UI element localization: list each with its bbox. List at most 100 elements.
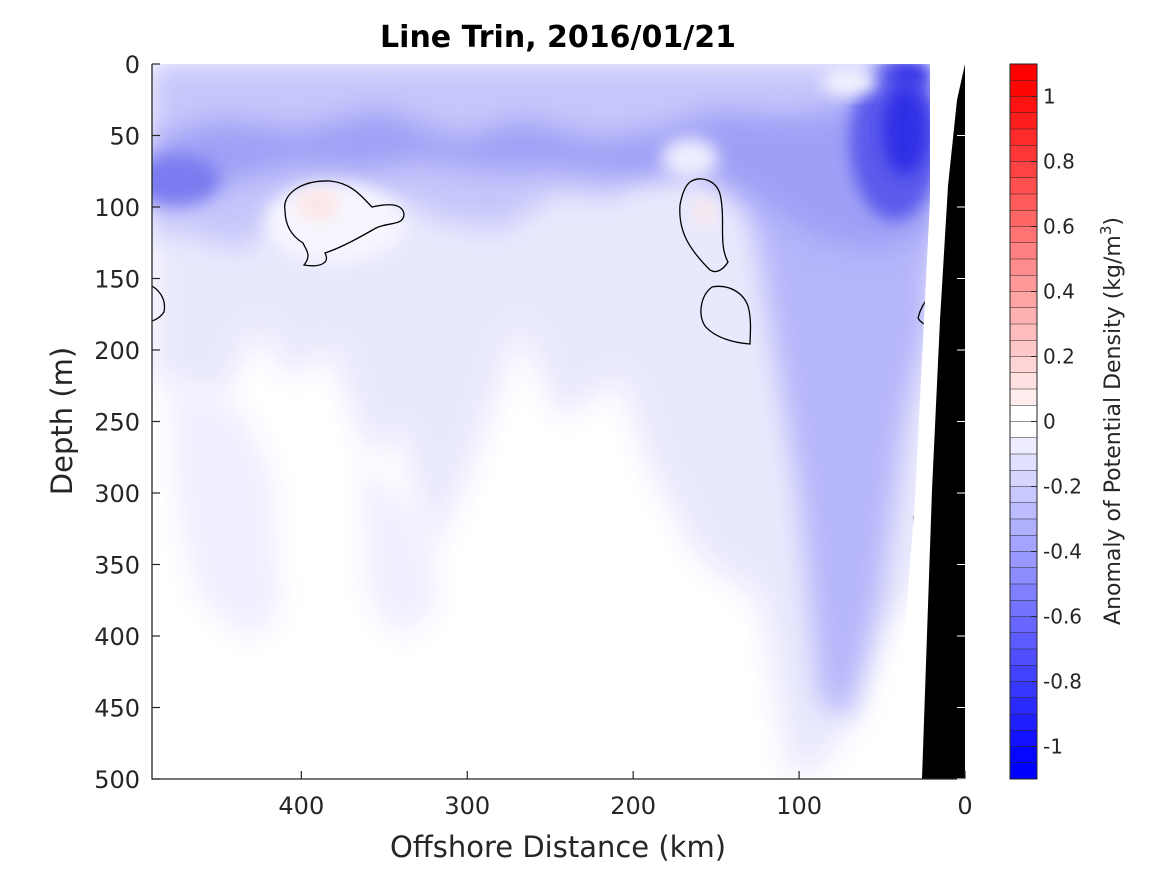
colorbar-swatches — [1010, 63, 1037, 780]
colorbar-swatch — [1010, 96, 1037, 114]
zero-contour-mid-eddy-lower — [700, 285, 752, 345]
y-axis-label: Depth (m) — [45, 347, 79, 495]
x-tick-label: 400 — [278, 792, 324, 820]
colorbar-swatch — [1010, 80, 1037, 97]
x-axis: 400 300 200 100 0 — [278, 771, 973, 820]
colorbar-tick-label: 1 — [1043, 85, 1056, 109]
plot-area — [152, 64, 965, 779]
colorbar-swatch — [1010, 324, 1037, 341]
colorbar-swatch — [1010, 242, 1037, 260]
colorbar-swatch — [1010, 226, 1037, 244]
colorbar-label-end: ) — [1101, 217, 1126, 226]
x-tick-label: 200 — [610, 792, 656, 820]
y-tick-label: 0 — [125, 51, 140, 79]
colorbar-swatch — [1010, 437, 1037, 455]
x-tick-label: 0 — [957, 792, 972, 820]
anomaly-region-deep-west — [170, 380, 280, 640]
colorbar-swatch — [1010, 405, 1037, 422]
colorbar-swatch — [1010, 535, 1037, 552]
colorbar-swatch — [1010, 519, 1037, 536]
colorbar-swatch — [1010, 112, 1037, 130]
colorbar-label: Anomaly of Potential Density (kg/m3) — [1097, 217, 1126, 625]
colorbar-swatch — [1010, 307, 1037, 325]
colorbar-swatch — [1010, 762, 1037, 780]
zero-contour-mid-eddy-upper — [679, 178, 729, 273]
colorbar-swatch — [1010, 470, 1037, 487]
chart-title: Line Trin, 2016/01/21 — [380, 20, 736, 55]
zero-contour-west-eddy — [284, 180, 405, 267]
colorbar-swatch — [1010, 502, 1037, 520]
colorbar-label-main: Anomaly of Potential Density (kg/m — [1101, 235, 1126, 625]
anomaly-gap-mid-upper — [662, 138, 718, 178]
y-tick-label: 450 — [94, 695, 140, 723]
colorbar-swatch — [1010, 600, 1037, 617]
zero-contour-west-edge — [152, 285, 166, 322]
colorbar-tick-label: 0.2 — [1043, 345, 1075, 369]
anomaly-core-coastal-surface — [892, 64, 932, 86]
y-tick-label: 200 — [94, 337, 140, 365]
eddy-positive-west — [296, 189, 340, 221]
colorbar-swatch — [1010, 340, 1037, 357]
colorbar-swatch — [1010, 616, 1037, 634]
x-tick-label: 100 — [776, 792, 822, 820]
colorbar-swatch — [1010, 389, 1037, 406]
colorbar-swatch — [1010, 649, 1037, 666]
y-tick-label: 300 — [94, 480, 140, 508]
colorbar-swatch — [1010, 194, 1037, 211]
anomaly-gap-surface — [822, 68, 878, 96]
colorbar-tick-label: -0.2 — [1043, 475, 1082, 499]
colorbar-swatch — [1010, 275, 1037, 292]
colorbar-swatch — [1010, 291, 1037, 309]
colorbar-swatch — [1010, 129, 1037, 146]
colorbar-swatch — [1010, 551, 1037, 569]
colorbar-swatch — [1010, 681, 1037, 699]
colorbar-swatch — [1010, 632, 1037, 650]
colorbar-swatch — [1010, 145, 1037, 162]
colorbar-tick-label: 0.6 — [1043, 215, 1075, 239]
colorbar-swatch — [1010, 665, 1037, 682]
colorbar-swatch — [1010, 697, 1037, 715]
anomaly-core-nearshore-inner — [883, 85, 927, 175]
colorbar-swatch — [1010, 356, 1037, 374]
colorbar-swatch — [1010, 161, 1037, 179]
colorbar-swatch — [1010, 210, 1037, 227]
y-tick-label: 100 — [94, 194, 140, 222]
x-tick-label: 300 — [444, 792, 490, 820]
y-tick-label: 350 — [94, 552, 140, 580]
colorbar-swatch — [1010, 421, 1037, 439]
colorbar-swatch — [1010, 177, 1037, 195]
y-axis: 0 50 100 150 200 250 300 350 400 450 500 — [94, 51, 965, 794]
colorbar-swatch — [1010, 746, 1037, 764]
x-axis-label: Offshore Distance (km) — [390, 830, 726, 864]
y-tick-label: 50 — [109, 123, 140, 151]
anomaly-region-stronger-band — [152, 100, 930, 250]
colorbar-tick-label: -1 — [1043, 735, 1063, 759]
colorbar-swatch — [1010, 454, 1037, 471]
colorbar-tick-label: 0.4 — [1043, 280, 1075, 304]
bathymetry-shelf — [922, 64, 965, 779]
y-tick-label: 500 — [94, 766, 140, 794]
colorbar-swatch — [1010, 372, 1037, 390]
colorbar-tick-label: -0.4 — [1043, 540, 1082, 564]
colorbar-tick-label: 0.8 — [1043, 150, 1075, 174]
colorbar-tick-label: 0 — [1043, 410, 1056, 434]
colorbar-tick-label: -0.6 — [1043, 605, 1082, 629]
y-tick-label: 150 — [94, 266, 140, 294]
y-tick-label: 250 — [94, 409, 140, 437]
colorbar-swatch — [1010, 584, 1037, 601]
colorbar: 1 0.8 0.6 0.4 0.2 0 -0.2 -0.4 -0.6 -0.8 -1 Anomaly… — [1009, 63, 1126, 780]
colorbar-tick-label: -0.8 — [1043, 670, 1082, 694]
density-anomaly-field — [152, 64, 940, 779]
colorbar-swatch — [1010, 64, 1037, 81]
colorbar-swatch — [1010, 714, 1037, 731]
anomaly-core-offshore — [152, 155, 220, 205]
eddy-positive-mid — [695, 198, 715, 226]
y-tick-label: 400 — [94, 623, 140, 651]
colorbar-label-sup: 3 — [1097, 226, 1115, 236]
anomaly-region-deep-mid — [360, 460, 440, 640]
colorbar-swatch — [1010, 259, 1037, 276]
colorbar-swatch — [1010, 567, 1037, 585]
colorbar-ticks: 1 0.8 0.6 0.4 0.2 0 -0.2 -0.4 -0.6 -0.8 -1 — [1031, 85, 1082, 759]
colorbar-swatch — [1010, 486, 1037, 504]
